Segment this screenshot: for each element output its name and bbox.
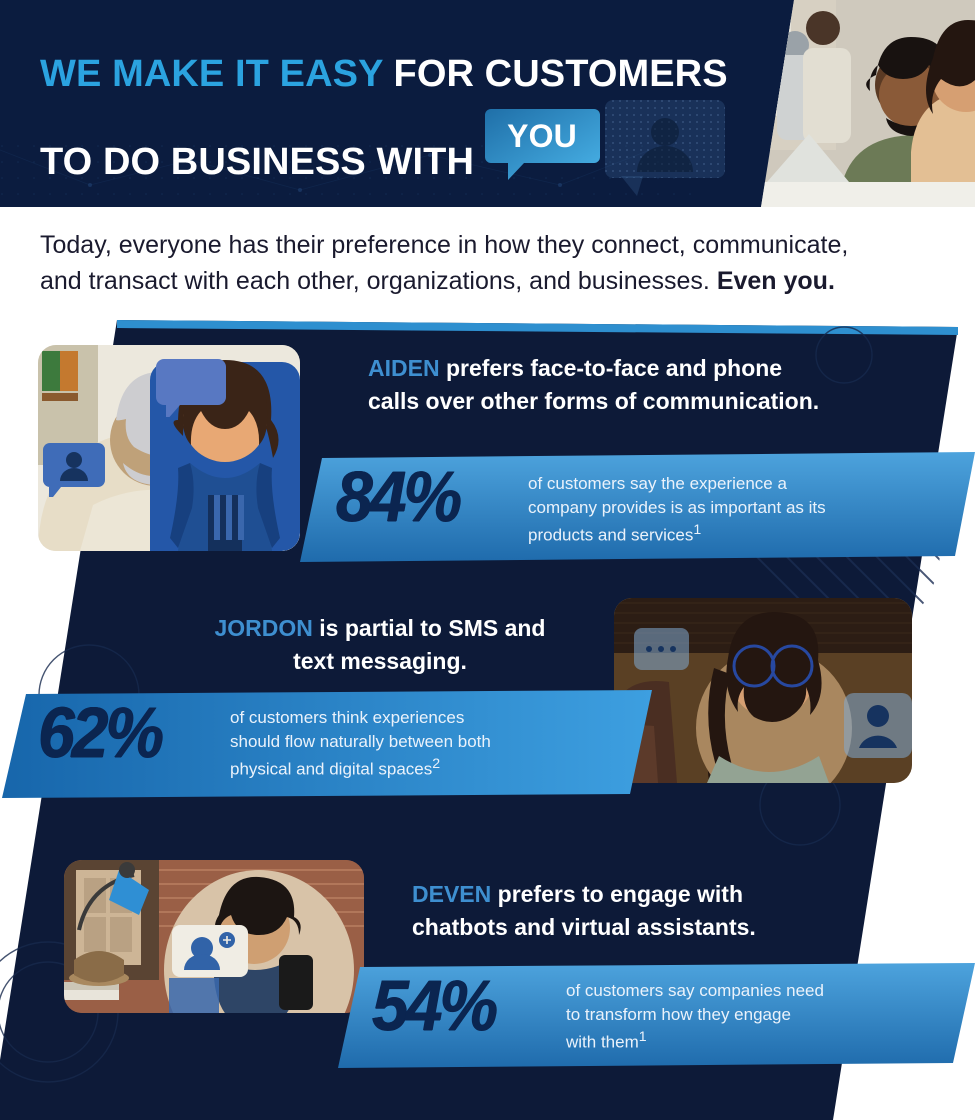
svg-text:YOU: YOU	[507, 118, 577, 154]
